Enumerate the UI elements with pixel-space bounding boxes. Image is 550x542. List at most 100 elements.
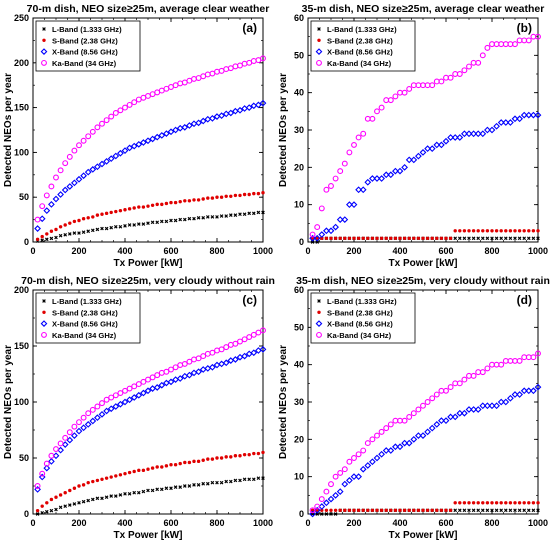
data-point: [186, 358, 193, 365]
data-point: [458, 229, 462, 233]
data-point: [474, 130, 482, 138]
y-tick-label: 50: [19, 453, 29, 463]
data-point: [250, 349, 258, 357]
data-point: [54, 495, 58, 499]
data-point: [172, 126, 179, 134]
data-point: [76, 419, 82, 426]
data-point: [241, 60, 248, 67]
data-point: [71, 432, 78, 439]
legend-label: X-Band (8.56 GHz): [327, 320, 393, 329]
data-point: [465, 130, 473, 138]
data-point: [479, 130, 487, 138]
data-point: [109, 494, 114, 498]
data-point: [476, 236, 481, 241]
data-point: [517, 501, 522, 505]
data-point: [313, 234, 321, 242]
data-point: [393, 236, 398, 240]
data-point: [215, 215, 219, 219]
data-point: [80, 172, 87, 180]
data-point: [447, 74, 454, 81]
data-point: [448, 236, 453, 240]
data-point: [209, 114, 216, 122]
y-axis-label: Detected NEOs per year: [278, 73, 289, 187]
data-point: [369, 458, 376, 466]
y-tick-label: 150: [14, 103, 29, 113]
data-point: [355, 451, 362, 458]
data-point: [237, 338, 243, 345]
data-point: [150, 220, 155, 225]
data-point: [392, 167, 399, 175]
data-point: [121, 398, 129, 406]
data-point: [98, 410, 106, 418]
data-point: [141, 205, 146, 209]
data-point: [146, 467, 150, 471]
data-point: [76, 142, 82, 149]
data-point: [471, 508, 476, 513]
data-point: [337, 168, 344, 175]
data-point: [183, 460, 187, 465]
legend-marker: [42, 310, 46, 314]
data-point: [103, 117, 110, 124]
data-point: [534, 111, 542, 119]
data-point: [356, 236, 361, 240]
data-point: [204, 71, 211, 78]
data-point: [456, 380, 463, 387]
data-point: [531, 501, 536, 505]
data-point: [103, 157, 110, 165]
data-point: [499, 501, 503, 505]
data-point: [100, 496, 104, 501]
data-point: [178, 461, 182, 466]
data-point: [508, 236, 513, 241]
x-tick-label: 400: [117, 518, 132, 528]
legend-box: [310, 20, 416, 72]
data-point: [34, 485, 41, 493]
data-point: [205, 215, 210, 219]
data-point: [168, 366, 174, 373]
legend-label: S-Band (2.38 GHz): [52, 36, 118, 45]
y-tick-label: 150: [14, 341, 29, 351]
x-tick-label: 600: [163, 518, 178, 528]
data-point: [407, 236, 411, 240]
data-point: [132, 223, 137, 227]
data-point: [424, 399, 431, 405]
data-point: [387, 97, 394, 104]
data-point: [401, 417, 408, 424]
y-tick-label: 40: [294, 360, 304, 370]
x-tick-label: 400: [392, 518, 407, 528]
data-point: [361, 508, 365, 512]
data-point: [410, 435, 418, 443]
data-point: [58, 505, 63, 510]
data-point: [43, 207, 51, 215]
data-point: [484, 365, 491, 372]
y-tick-label: 10: [294, 472, 304, 482]
data-point: [260, 327, 266, 334]
data-point: [343, 236, 347, 240]
data-point: [341, 466, 348, 473]
data-point: [94, 414, 101, 422]
data-point: [66, 183, 74, 190]
data-point: [387, 447, 395, 454]
data-point: [522, 501, 526, 505]
data-point: [318, 231, 326, 238]
data-point: [522, 229, 526, 233]
data-point: [419, 149, 427, 156]
data-point: [169, 463, 173, 467]
data-point: [456, 409, 464, 417]
data-point: [439, 236, 444, 240]
data-point: [177, 80, 184, 87]
data-point: [471, 229, 476, 233]
data-point: [494, 508, 499, 513]
data-point: [259, 99, 267, 107]
data-point: [378, 175, 385, 182]
data-point: [513, 229, 517, 233]
data-point: [504, 229, 508, 233]
data-point: [66, 436, 74, 444]
data-point: [113, 494, 118, 498]
x-tick-label: 400: [392, 246, 407, 256]
data-point: [241, 336, 248, 343]
data-point: [536, 508, 540, 513]
data-point: [429, 395, 436, 402]
data-point: [396, 167, 404, 175]
data-point: [53, 446, 59, 452]
legend-label: L-Band (1.333 GHz): [52, 25, 122, 34]
